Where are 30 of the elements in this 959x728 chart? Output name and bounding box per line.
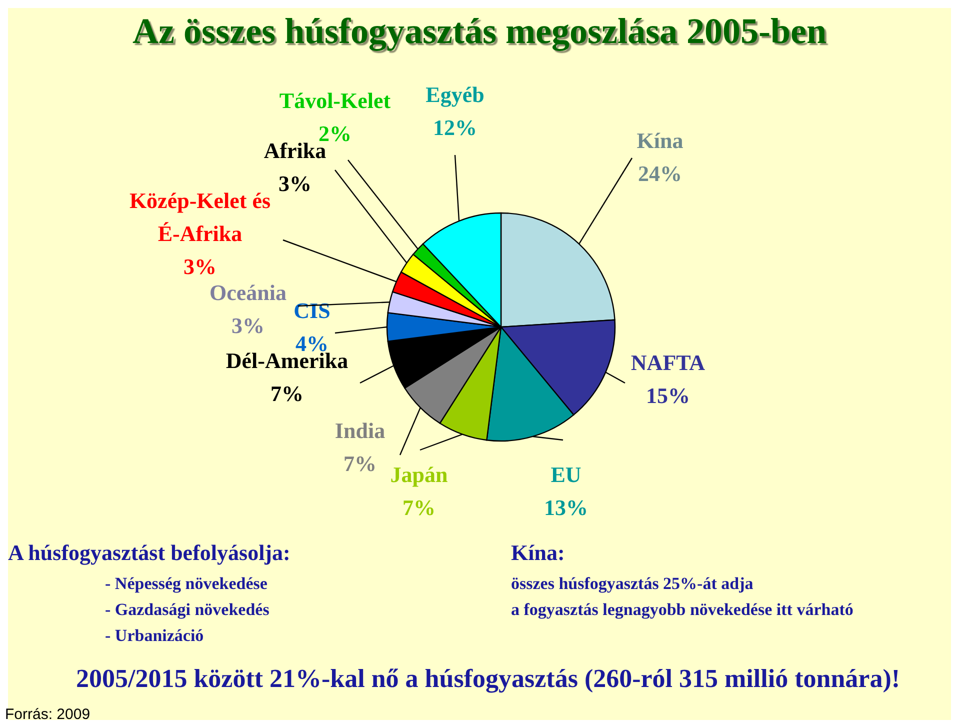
slice-label: Távol-Kelet <box>279 88 392 113</box>
slice-label: Kína <box>636 128 684 153</box>
slice-label: India <box>334 418 386 443</box>
data-label: 7% <box>344 451 376 476</box>
text: összes húsfogyasztás 25%-át adja <box>511 574 754 594</box>
data-label: 3% <box>278 171 312 196</box>
text: - Népesség növekedése <box>105 574 268 594</box>
data-label: 12% <box>433 115 477 140</box>
text: 2005/2015 között 21%-kal nő a húsfogyasztás (260-ról 315 millió tonnára)! <box>74 663 902 695</box>
data-label: 15% <box>646 383 690 408</box>
data-label: 3% <box>184 254 216 279</box>
slice-label: Japán <box>390 462 448 487</box>
chart-title: Az összes húsfogyasztás megoszlása 2005-ben <box>132 10 828 52</box>
text: - Urbanizáció <box>105 626 204 646</box>
text: Forrás: 2009 <box>5 706 90 723</box>
data-label: 7% <box>402 495 436 520</box>
text: A húsfogyasztást befolyásolja: <box>8 540 290 566</box>
slice-label: Egyéb <box>426 82 484 107</box>
data-label: 24% <box>638 161 682 186</box>
text: a fogyasztás legnagyobb növekedése itt várható <box>511 600 854 620</box>
text: - Gazdasági növekedés <box>105 600 270 620</box>
data-label: 13% <box>544 495 588 520</box>
slice-label: NAFTA <box>630 350 706 375</box>
slice-label: Közép-Kelet és É-Afrika <box>129 188 271 246</box>
slice-label: CIS <box>294 298 330 323</box>
slice-label: EU <box>550 462 582 487</box>
slice-label: Oceánia <box>210 280 286 305</box>
text: Kína: <box>511 540 565 566</box>
data-label: 7% <box>270 381 304 406</box>
data-label: 3% <box>232 313 264 338</box>
